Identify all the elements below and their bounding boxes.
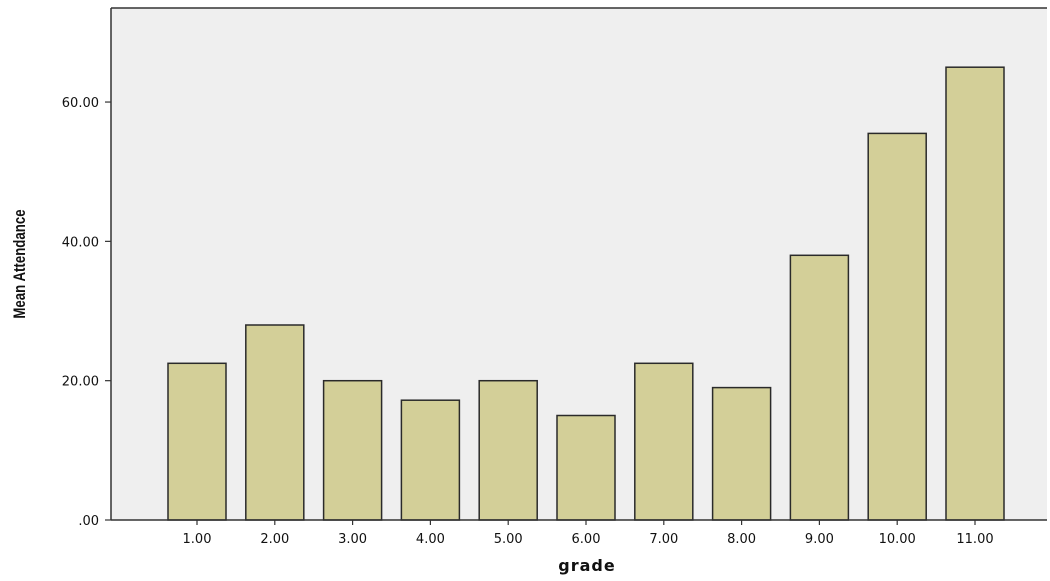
y-tick-label: 20.00	[62, 375, 99, 390]
bar-1.00	[167, 362, 227, 521]
x-axis-title: grade	[558, 556, 615, 575]
x-ticks-group: 1.00 2.00 3.00 4.00 5.00 6.00 7.00 8.00 9.00 10.0…	[183, 520, 994, 547]
axes-group	[110, 7, 1047, 521]
x-tick-label: 5.00	[494, 532, 523, 547]
y-ticks-group: .00 20.00 40.00 60.00	[62, 96, 111, 529]
x-tick-label: 3.00	[338, 532, 367, 547]
x-tick-label: 8.00	[727, 532, 756, 547]
bar-3.00	[322, 379, 383, 521]
y-tick-label: 40.00	[62, 235, 99, 250]
x-tick-label: 1.00	[183, 532, 212, 547]
bar-7.00	[634, 362, 694, 521]
bar-11.00	[945, 66, 1005, 521]
x-tick-label: 7.00	[649, 532, 678, 547]
y-tick-label: .00	[78, 514, 99, 529]
x-tick-label: 11.00	[956, 532, 993, 547]
x-tick-label: 6.00	[572, 532, 601, 547]
bar-8.00	[711, 386, 772, 521]
bar-2.00	[245, 324, 305, 521]
y-axis-title: Mean Attendance	[11, 209, 30, 318]
y-tick-label: 60.00	[62, 96, 99, 111]
bar-10.00	[867, 132, 927, 521]
x-tick-label: 2.00	[260, 532, 289, 547]
bars-group	[167, 66, 1005, 521]
x-tick-label: 10.00	[879, 532, 916, 547]
bar-6.00	[556, 414, 616, 521]
x-tick-label: 9.00	[805, 532, 834, 547]
bar-9.00	[789, 254, 850, 521]
bar-5.00	[478, 379, 538, 521]
x-tick-label: 4.00	[416, 532, 445, 547]
bar-4.00	[400, 399, 461, 521]
